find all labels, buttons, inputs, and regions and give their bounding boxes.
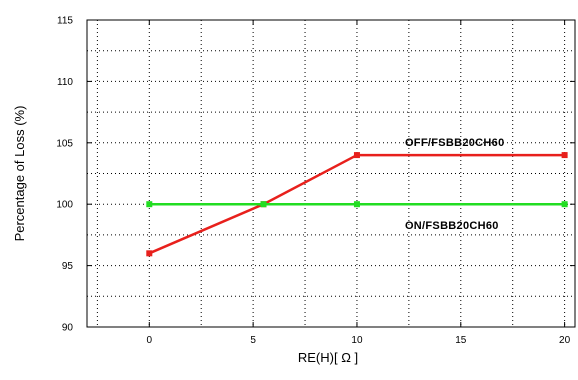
y-tick-label: 115 <box>57 16 73 27</box>
x-tick-label: 20 <box>559 335 571 346</box>
y-tick-label: 110 <box>57 77 73 88</box>
y-axis-label: Percentage of Loss (%) <box>12 106 27 242</box>
data-point-off <box>146 250 152 256</box>
x-tick-label: 5 <box>250 335 256 346</box>
data-point-off <box>354 152 360 158</box>
y-tick-label: 100 <box>56 200 73 211</box>
y-tick-label: 90 <box>62 323 74 334</box>
x-tick-label: 15 <box>455 335 467 346</box>
data-point-on <box>354 201 360 207</box>
y-tick-label: 95 <box>62 261 74 272</box>
x-tick-label: 10 <box>351 335 363 346</box>
y-tick-label: 105 <box>56 138 73 149</box>
data-point-on <box>562 201 568 207</box>
series-label-off: OFF/FSBB20CH60 <box>405 137 505 149</box>
series-label-on: ON/FSBB20CH60 <box>405 220 499 232</box>
x-axis-label: RE(H)[ Ω ] <box>298 350 358 365</box>
data-point-off <box>562 152 568 158</box>
x-tick-label: 0 <box>147 335 153 346</box>
data-point-on <box>146 201 152 207</box>
data-point-on <box>261 201 267 207</box>
